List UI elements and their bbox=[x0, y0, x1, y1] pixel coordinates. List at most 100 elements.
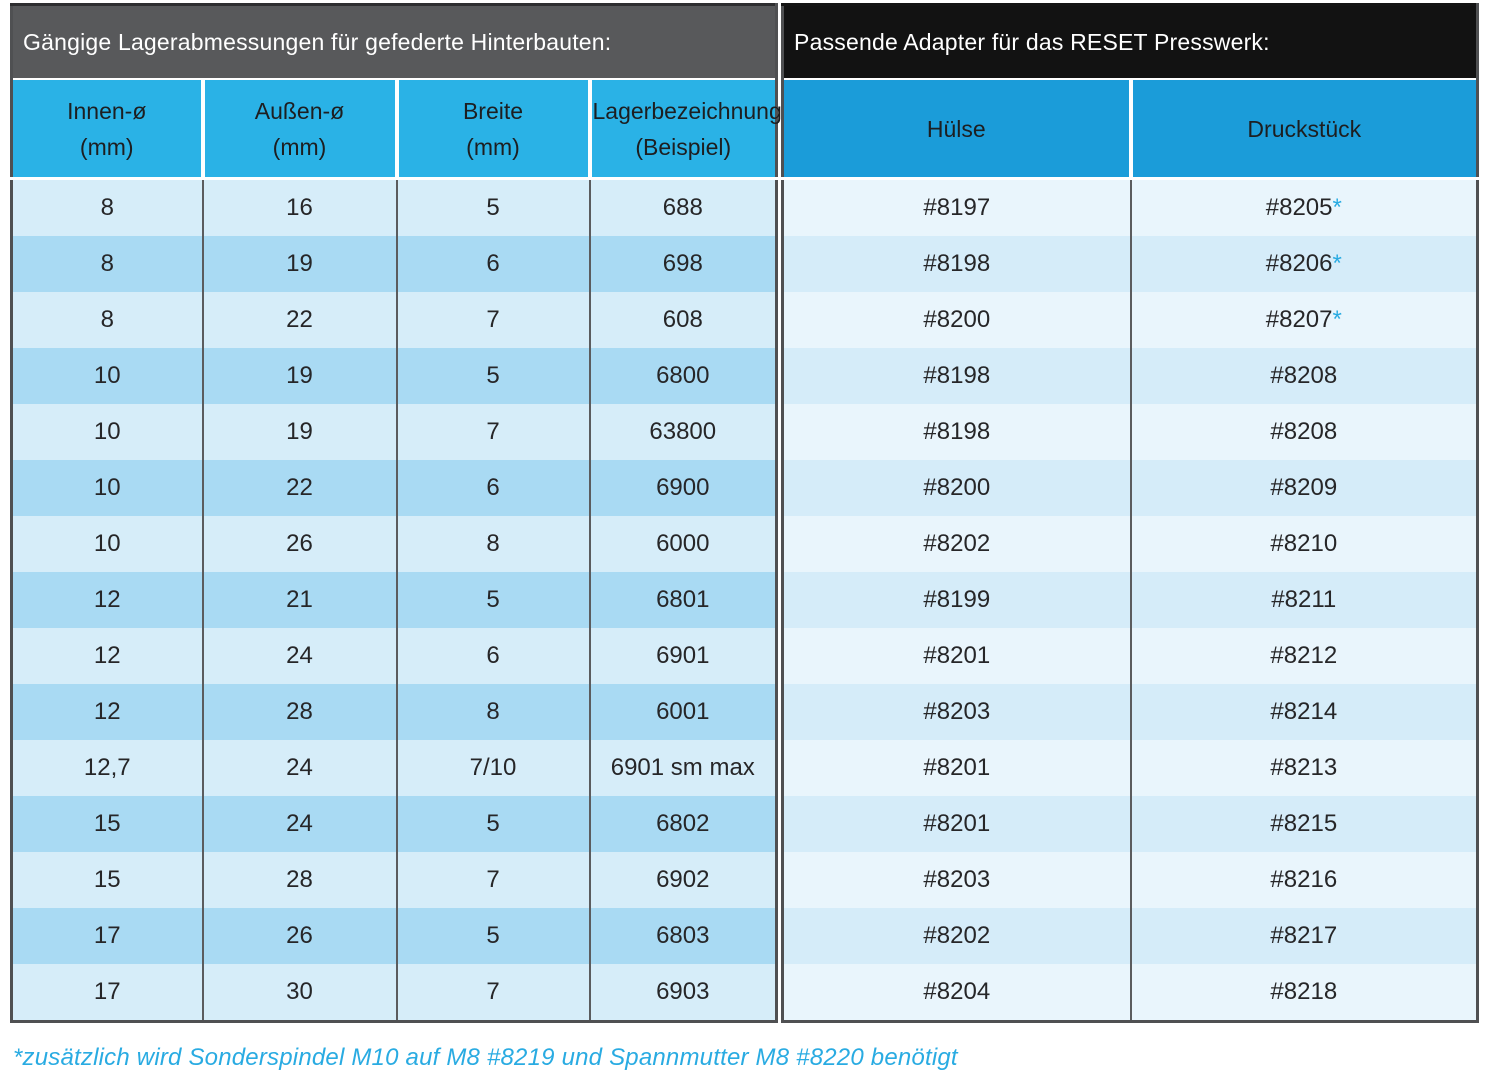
column-header-label: Außen-ø bbox=[254, 97, 345, 124]
cell-aussen-diameter: 30 bbox=[201, 964, 397, 1022]
cell-huelse: #8201 bbox=[782, 740, 1131, 796]
cell-druckstueck: #8212 bbox=[1129, 628, 1478, 684]
cell-breite: 5 bbox=[395, 572, 590, 628]
footnote-marker: * bbox=[1332, 306, 1342, 333]
column-header-label: Innen-ø bbox=[67, 97, 147, 124]
cell-huelse: #8203 bbox=[782, 684, 1131, 740]
cell-lagerbezeichnung: 63800 bbox=[588, 404, 777, 460]
bearing-row: 10 22 6 6900 bbox=[11, 460, 777, 516]
cell-aussen-diameter: 24 bbox=[201, 740, 397, 796]
cell-druckstueck: #8208 bbox=[1129, 404, 1478, 460]
cell-breite: 6 bbox=[395, 460, 590, 516]
cell-innen-diameter: 12 bbox=[11, 628, 203, 684]
cell-breite: 7 bbox=[395, 852, 590, 908]
column-header-label: Lagerbezeichnung bbox=[592, 97, 782, 124]
cell-huelse: #8201 bbox=[782, 796, 1131, 852]
adapter-row: #8197 #8205* bbox=[782, 178, 1478, 236]
left-header-row: Innen-ø (mm) Außen-ø (mm) Breite (mm) La… bbox=[11, 79, 782, 180]
cell-breite: 8 bbox=[395, 516, 590, 572]
cell-huelse: #8198 bbox=[782, 348, 1131, 404]
cell-huelse: #8202 bbox=[782, 908, 1131, 964]
adapter-row: #8201 #8213 bbox=[782, 740, 1478, 796]
column-header-huelse: Hülse bbox=[782, 79, 1131, 180]
cell-huelse: #8202 bbox=[782, 516, 1131, 572]
bearing-row: 10 19 5 6800 bbox=[11, 348, 777, 404]
cell-breite: 5 bbox=[395, 908, 590, 964]
cell-druckstueck: #8208 bbox=[1129, 348, 1478, 404]
cell-innen-diameter: 10 bbox=[11, 404, 203, 460]
cell-breite: 6 bbox=[395, 628, 590, 684]
column-header-lagerbezeichnung: Lagerbezeichnung (Beispiel) bbox=[587, 79, 782, 180]
druckstueck-number: #8207 bbox=[1265, 306, 1333, 333]
cell-aussen-diameter: 16 bbox=[201, 178, 397, 236]
column-header-innen-diameter: Innen-ø (mm) bbox=[11, 79, 203, 180]
left-title-row: Gängige Lagerabmessungen für gefederte H… bbox=[11, 4, 777, 80]
bearing-row: 12 21 5 6801 bbox=[11, 572, 777, 628]
bearing-row: 12 28 8 6001 bbox=[11, 684, 777, 740]
cell-breite: 7 bbox=[395, 292, 590, 348]
cell-lagerbezeichnung: 6803 bbox=[588, 908, 777, 964]
bearing-row: 8 19 6 698 bbox=[11, 236, 777, 292]
cell-aussen-diameter: 19 bbox=[201, 404, 397, 460]
cell-aussen-diameter: 19 bbox=[201, 348, 397, 404]
cell-lagerbezeichnung: 688 bbox=[588, 178, 777, 236]
cell-lagerbezeichnung: 6901 sm max bbox=[588, 740, 777, 796]
cell-druckstueck: #8209 bbox=[1129, 460, 1478, 516]
cell-lagerbezeichnung: 608 bbox=[588, 292, 777, 348]
cell-lagerbezeichnung: 6000 bbox=[588, 516, 777, 572]
cell-lagerbezeichnung: 6903 bbox=[588, 964, 777, 1022]
cell-huelse: #8201 bbox=[782, 628, 1131, 684]
adapter-row: #8202 #8217 bbox=[782, 908, 1478, 964]
cell-breite: 5 bbox=[395, 796, 590, 852]
cell-innen-diameter: 17 bbox=[11, 964, 203, 1022]
adapter-row: #8201 #8212 bbox=[782, 628, 1478, 684]
cell-aussen-diameter: 21 bbox=[201, 572, 397, 628]
cell-lagerbezeichnung: 6802 bbox=[588, 796, 777, 852]
druckstueck-number: #8215 bbox=[1270, 810, 1338, 837]
cell-aussen-diameter: 22 bbox=[201, 460, 397, 516]
adapter-row: #8199 #8211 bbox=[782, 572, 1478, 628]
adapter-row: #8198 #8206* bbox=[782, 236, 1478, 292]
cell-innen-diameter: 17 bbox=[11, 908, 203, 964]
cell-lagerbezeichnung: 6902 bbox=[588, 852, 777, 908]
druckstueck-number: #8214 bbox=[1270, 698, 1338, 725]
footnote: *zusätzlich wird Sonderspindel M10 auf M… bbox=[13, 1044, 958, 1071]
cell-lagerbezeichnung: 6801 bbox=[588, 572, 777, 628]
column-header-unit: (mm) bbox=[466, 133, 520, 160]
druckstueck-number: #8210 bbox=[1270, 530, 1338, 557]
cell-innen-diameter: 8 bbox=[11, 236, 203, 292]
footnote-marker: * bbox=[1332, 194, 1342, 221]
adapter-row: #8202 #8210 bbox=[782, 516, 1478, 572]
cell-aussen-diameter: 22 bbox=[201, 292, 397, 348]
cell-breite: 7 bbox=[395, 404, 590, 460]
cell-breite: 5 bbox=[395, 348, 590, 404]
adapter-row: #8201 #8215 bbox=[782, 796, 1478, 852]
cell-druckstueck: #8216 bbox=[1129, 852, 1478, 908]
cell-huelse: #8200 bbox=[782, 460, 1131, 516]
cell-druckstueck: #8206* bbox=[1129, 236, 1478, 292]
column-header-druckstueck: Druckstück bbox=[1128, 79, 1478, 180]
cell-druckstueck: #8214 bbox=[1129, 684, 1478, 740]
bearing-row: 17 30 7 6903 bbox=[11, 964, 777, 1022]
cell-breite: 6 bbox=[395, 236, 590, 292]
druckstueck-number: #8208 bbox=[1270, 362, 1338, 389]
bearing-row: 15 28 7 6902 bbox=[11, 852, 777, 908]
cell-druckstueck: #8207* bbox=[1129, 292, 1478, 348]
bearing-row: 15 24 5 6802 bbox=[11, 796, 777, 852]
left-table-body: 8 16 5 688 8 19 6 698 8 22 7 608 10 19 5 6800 10 19 7 63800… bbox=[11, 178, 777, 1022]
cell-huelse: #8198 bbox=[782, 404, 1131, 460]
column-header-unit: (mm) bbox=[79, 133, 134, 160]
right-table-body: #8197 #8205* #8198 #8206* #8200 #8207* #8198 #8… bbox=[782, 178, 1478, 1022]
cell-innen-diameter: 8 bbox=[11, 178, 203, 236]
right-table-title: Passende Adapter für das RESET Presswerk… bbox=[782, 4, 1478, 80]
bearing-row: 10 19 7 63800 bbox=[11, 404, 777, 460]
adapter-row: #8198 #8208 bbox=[782, 404, 1478, 460]
adapter-row: #8203 #8216 bbox=[782, 852, 1478, 908]
druckstueck-number: #8205 bbox=[1265, 194, 1333, 221]
bearing-dimensions-table: Gängige Lagerabmessungen für gefederte H… bbox=[10, 3, 782, 1023]
column-header-label: Breite bbox=[462, 97, 524, 124]
adapter-row: #8200 #8209 bbox=[782, 460, 1478, 516]
druckstueck-number: #8206 bbox=[1265, 250, 1333, 277]
cell-aussen-diameter: 24 bbox=[201, 796, 397, 852]
cell-innen-diameter: 12,7 bbox=[11, 740, 203, 796]
